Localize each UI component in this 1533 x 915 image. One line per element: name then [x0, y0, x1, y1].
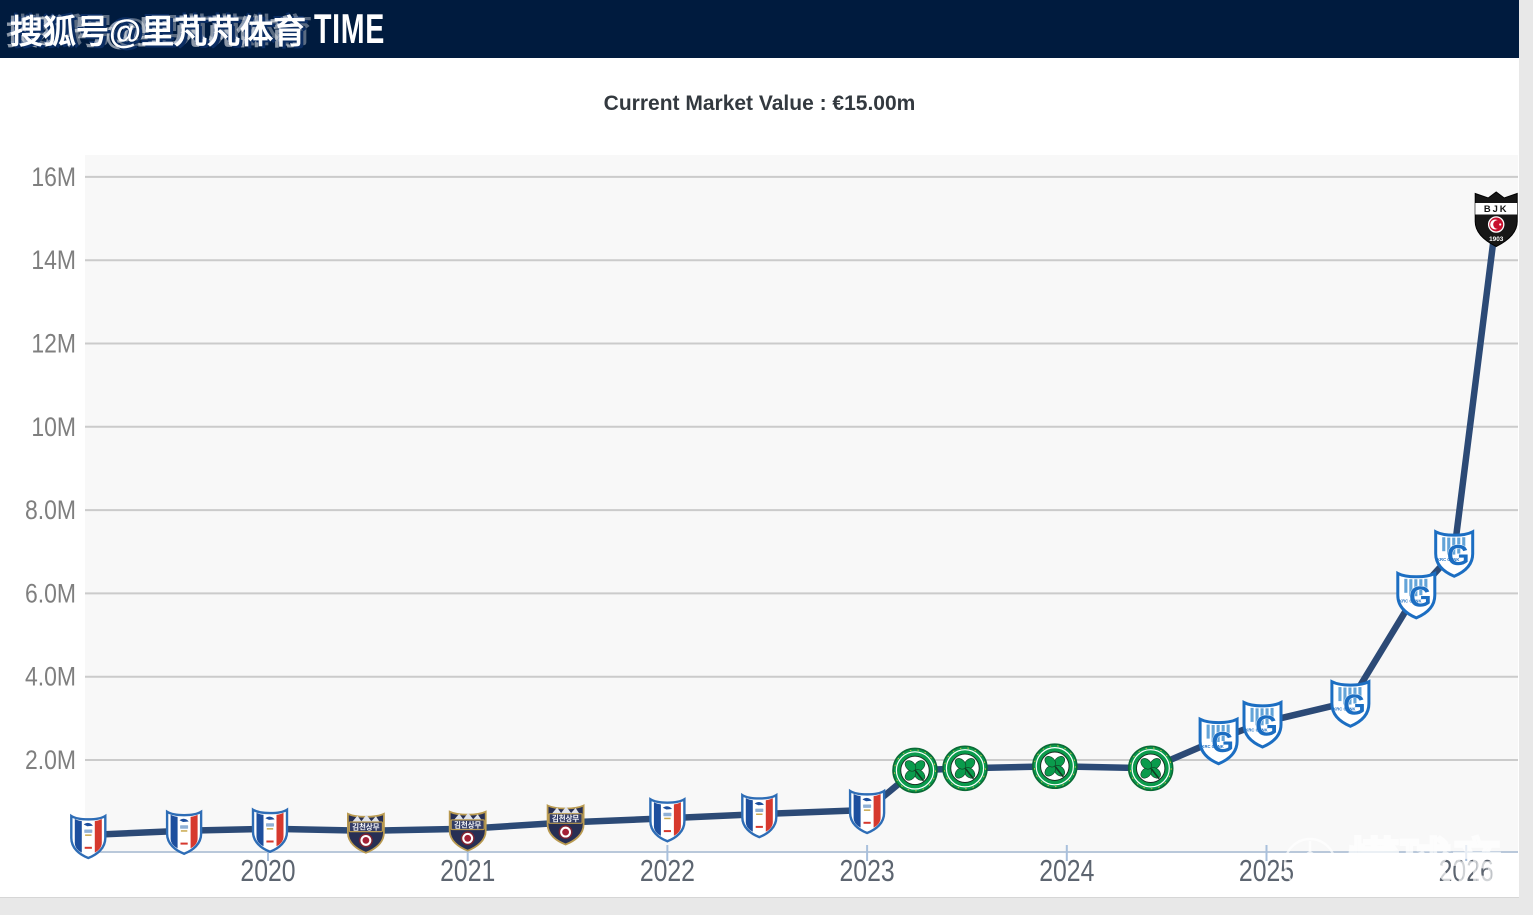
y-axis-label: 4.0M — [25, 662, 76, 692]
y-axis-label: 12M — [31, 329, 76, 359]
marker-celtic-crest[interactable] — [892, 747, 938, 794]
svg-text:KRC GENK: KRC GENK — [1399, 598, 1421, 603]
chart-area: 2.0M 4.0M 6.0M 8.0M 10M 12M 14M 16M 2020 2021 2022… — [24, 162, 1518, 888]
svg-text:KRC GENK: KRC GENK — [1201, 744, 1223, 749]
x-axis-label: 2023 — [840, 853, 895, 887]
y-axis-label: 2.0M — [25, 745, 76, 775]
marker-gimcheon-crest[interactable]: 김천상무 — [448, 810, 487, 852]
svg-text:김천상무: 김천상무 — [352, 822, 379, 831]
market-value-chart: 2.0M 4.0M 6.0M 8.0M 10M 12M 14M 16M 2020 2021 2022… — [24, 162, 1518, 888]
marker-gimcheon-crest[interactable]: 김천상무 — [346, 812, 385, 854]
svg-text:G: G — [1409, 581, 1432, 613]
svg-text:김천상무: 김천상무 — [552, 814, 579, 823]
marker-celtic-crest[interactable] — [1032, 743, 1078, 790]
marker-besiktas-crest[interactable]: BJK 1903 — [1474, 191, 1518, 248]
y-axis-label: 16M — [31, 162, 76, 192]
marker-suwon-crest[interactable] — [848, 788, 886, 835]
x-axis-label: 2021 — [440, 853, 495, 887]
header-overlay-text: TIME — [314, 5, 386, 52]
marker-celtic-crest[interactable] — [942, 745, 988, 792]
x-axis-label: 2024 — [1039, 853, 1094, 887]
svg-text:BJK: BJK — [1484, 203, 1509, 214]
header-bar: 搜狐号@里芃芃体育 TIME — [0, 0, 1519, 58]
svg-text:G: G — [1447, 540, 1470, 572]
page-title: Current Market Value : €15.00m — [603, 92, 916, 115]
marker-genk-crest[interactable]: G KRC GENK — [1330, 679, 1371, 728]
marker-genk-crest[interactable]: G KRC GENK — [1434, 529, 1475, 578]
marker-genk-crest[interactable]: G KRC GENK — [1242, 700, 1283, 749]
marker-suwon-crest[interactable] — [741, 792, 778, 839]
y-axis-label: 6.0M — [25, 579, 76, 609]
marker-suwon-crest[interactable] — [649, 797, 686, 843]
svg-text:G: G — [1343, 690, 1366, 722]
svg-text:1903: 1903 — [1489, 236, 1504, 243]
svg-text:G: G — [1211, 727, 1234, 759]
marker-suwon-crest[interactable] — [70, 813, 107, 860]
x-axis-label: 2020 — [240, 853, 295, 887]
y-axis-label: 14M — [31, 245, 76, 275]
y-axis-label: 10M — [31, 412, 76, 442]
x-axis-label: 2022 — [640, 853, 695, 887]
svg-text:G: G — [1255, 711, 1278, 743]
marker-genk-crest[interactable]: G KRC GENK — [1396, 570, 1437, 620]
marker-celtic-crest[interactable] — [1127, 745, 1174, 792]
content-card: 搜狐号@里芃芃体育 TIME Current Market Value : €1… — [0, 0, 1519, 898]
x-axis-label: 2026 — [1439, 853, 1494, 887]
svg-text:KRC GENK: KRC GENK — [1245, 728, 1267, 733]
marker-suwon-crest[interactable] — [251, 807, 289, 853]
svg-text:KRC GENK: KRC GENK — [1437, 557, 1459, 562]
marker-gimcheon-crest[interactable]: 김천상무 — [546, 804, 585, 846]
x-axis-label: 2025 — [1239, 853, 1294, 887]
marker-genk-crest[interactable]: G KRC GENK — [1198, 716, 1239, 766]
header-account-text: 搜狐号@里芃芃体育 — [10, 13, 307, 50]
svg-text:KRC GENK: KRC GENK — [1333, 707, 1355, 712]
marker-suwon-crest[interactable] — [165, 809, 203, 856]
y-axis-label: 8.0M — [25, 495, 76, 525]
svg-text:김천상무: 김천상무 — [454, 820, 481, 829]
